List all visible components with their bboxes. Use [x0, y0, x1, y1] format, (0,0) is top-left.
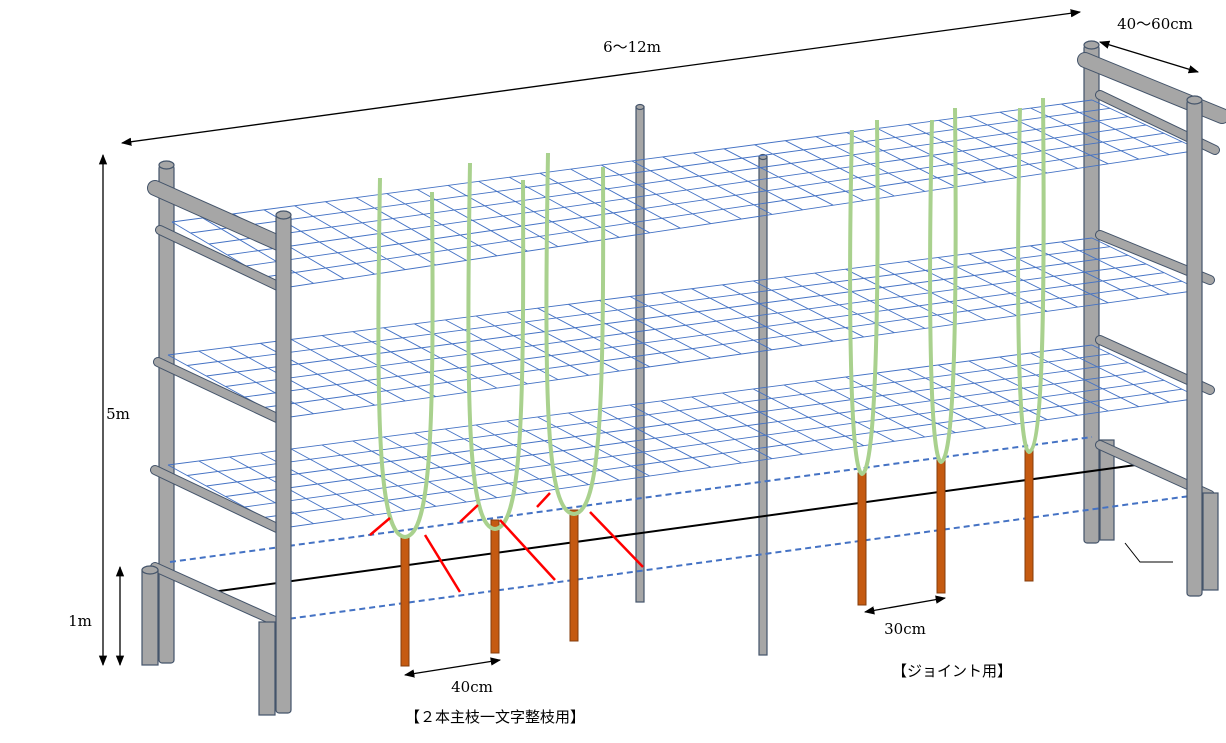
- structure-front: [141, 52, 1226, 716]
- dimension-arrow: [120, 9, 1082, 146]
- net-line: [187, 353, 1111, 476]
- crossbar: [156, 226, 284, 291]
- net-line: [206, 254, 1129, 377]
- dimension-arrow: [1099, 40, 1199, 74]
- net-line: [245, 132, 1165, 267]
- pole: [758, 156, 768, 656]
- crossbar: [148, 181, 290, 252]
- post: [275, 214, 292, 714]
- branch: [1016, 97, 1046, 455]
- structure-back: [158, 40, 1115, 664]
- trunk: [569, 509, 579, 642]
- post-top: [158, 160, 175, 170]
- tie: [589, 511, 644, 568]
- net-line: [264, 141, 1183, 278]
- post-stub: [1099, 439, 1115, 541]
- branch: [466, 162, 526, 532]
- net-line: [263, 388, 1183, 518]
- pole: [635, 106, 645, 603]
- trunk: [857, 472, 867, 606]
- post-stub: [258, 621, 276, 716]
- post-top: [1083, 40, 1100, 50]
- wire: [279, 492, 1213, 621]
- trunk: [1024, 449, 1034, 582]
- branch: [376, 177, 435, 540]
- nets: [167, 99, 1201, 529]
- length-label: 6～12m: [603, 38, 661, 56]
- section-label: 【ジョイント用】: [892, 662, 1012, 680]
- branch: [848, 119, 880, 477]
- net-line: [206, 362, 1129, 487]
- net-line: [282, 149, 1201, 289]
- section-label: 【２本主枝一文字整枝用】: [405, 708, 585, 726]
- crossbars: [147, 52, 1226, 627]
- net-line: [225, 371, 1147, 497]
- post-top: [1186, 95, 1203, 105]
- leader-line: [1124, 542, 1173, 563]
- pole-top: [635, 103, 645, 111]
- tie: [536, 492, 551, 508]
- ground-height-label: 1m: [68, 612, 92, 630]
- crossbar: [151, 466, 281, 532]
- tie: [369, 517, 391, 536]
- net-line: [282, 397, 1201, 529]
- main-wire: [211, 462, 1151, 593]
- trunk: [490, 519, 500, 654]
- width-label: 40～60cm: [1117, 15, 1193, 33]
- net-line: [227, 124, 1147, 256]
- net-line: [282, 289, 1201, 419]
- tie: [459, 504, 479, 523]
- dimension-arrow: [863, 595, 947, 615]
- branch: [928, 107, 958, 465]
- tie: [499, 519, 556, 581]
- post-top: [275, 210, 292, 220]
- height-label: 5m: [106, 405, 130, 423]
- crossbar: [151, 563, 281, 626]
- dimension-arrow: [403, 657, 502, 678]
- trunk: [400, 537, 410, 667]
- post: [1186, 99, 1203, 597]
- net-line: [167, 237, 1093, 356]
- post-top: [141, 565, 159, 575]
- crossbar: [154, 358, 281, 422]
- net-line: [244, 272, 1165, 398]
- net-line: [263, 280, 1183, 408]
- post-stub: [1202, 492, 1219, 591]
- dimensions: [98, 9, 1199, 678]
- net-line: [187, 246, 1111, 366]
- trunk: [936, 459, 946, 594]
- net-line: [244, 379, 1165, 508]
- spacing-label: 30cm: [884, 620, 926, 638]
- net-line: [225, 263, 1147, 387]
- net-line: [208, 116, 1129, 245]
- net-line: [167, 344, 1093, 466]
- spacing-label: 40cm: [451, 678, 493, 696]
- branch: [544, 152, 606, 517]
- post-stub: [141, 569, 159, 666]
- net-line: [190, 107, 1111, 234]
- tie: [423, 534, 462, 593]
